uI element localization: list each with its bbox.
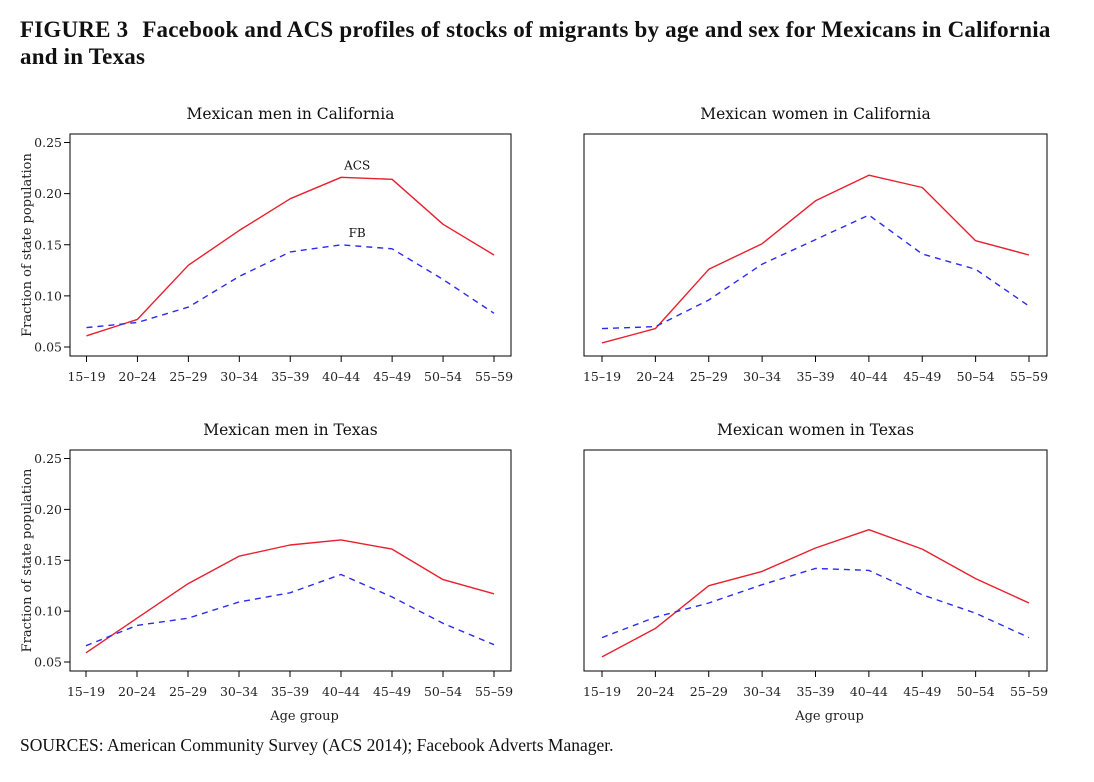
x-tick-label: 50–54: [424, 684, 462, 699]
x-tick-label: 55–59: [475, 369, 513, 384]
x-tick-label: 40–44: [850, 684, 888, 699]
series-line-fb: [601, 567, 1030, 639]
x-tick-label: 40–44: [322, 684, 360, 699]
x-tick-label: 25–29: [169, 369, 207, 384]
chart-panel-1: Mexican men in California 15–19 20–24 25–29…: [20, 105, 513, 384]
x-tick-label: 15–19: [67, 684, 105, 699]
x-tick-label: 25–29: [690, 684, 728, 699]
y-tick-label: 0.15: [34, 237, 62, 252]
x-tick-label: 50–54: [424, 369, 462, 384]
y-tick-label: 0.05: [34, 340, 62, 355]
x-tick-label: 20–24: [636, 684, 674, 699]
sources-note: SOURCES: American Community Survey (ACS …: [20, 735, 614, 755]
y-tick-label: 0.20: [34, 186, 62, 201]
x-tick-label: 55–59: [1010, 684, 1048, 699]
chart-panel-3: Mexican men in Texas 15–19 20–24 25–29 30–34…: [20, 421, 513, 724]
y-axis-label: Fraction of state population: [20, 152, 35, 336]
x-tick-label: 45–49: [903, 369, 941, 384]
x-tick-label: 30–34: [220, 684, 258, 699]
x-tick-label: 45–49: [373, 369, 411, 384]
series-line-fb: [601, 214, 1030, 330]
figure-title: FIGURE 3 Facebook and ACS profiles of sto…: [20, 16, 1094, 70]
y-tick-label: 0.15: [34, 553, 62, 568]
plot-frame: [69, 449, 512, 672]
chart-panel-4: Mexican women in Texas 15–19 20–24 25–29 30–…: [583, 421, 1048, 724]
x-tick-label: 35–39: [271, 369, 309, 384]
x-tick-label: 20–24: [118, 684, 156, 699]
x-tick-label: 15–19: [583, 369, 621, 384]
panel-title: Mexican men in Texas: [203, 421, 378, 439]
plot-frame: [583, 133, 1048, 357]
annotation-fb: FB: [349, 226, 366, 240]
x-tick-label: 20–24: [118, 369, 156, 384]
x-tick-label: 55–59: [1010, 369, 1048, 384]
series-line-fb: [85, 573, 495, 647]
x-tick-label: 30–34: [743, 684, 781, 699]
x-tick-label: 25–29: [690, 369, 728, 384]
y-tick-label: 0.25: [34, 135, 62, 150]
y-tick-label: 0.05: [34, 655, 62, 670]
series-line-acs: [601, 174, 1030, 344]
x-tick-label: 55–59: [475, 684, 513, 699]
x-tick-label: 35–39: [271, 684, 309, 699]
x-tick-label: 30–34: [743, 369, 781, 384]
x-tick-label: 45–49: [903, 684, 941, 699]
y-axis-label: Fraction of state population: [20, 468, 35, 652]
x-tick-label: 45–49: [373, 684, 411, 699]
series-line-fb: [86, 244, 495, 329]
y-tick-label: 0.10: [34, 288, 62, 303]
y-tick-label: 0.25: [34, 451, 62, 466]
x-tick-label: 20–24: [636, 369, 674, 384]
plot-frame: [583, 449, 1048, 672]
series-line-acs: [601, 529, 1030, 658]
x-tick-label: 50–54: [957, 684, 995, 699]
x-tick-label: 15–19: [583, 684, 621, 699]
panel-title: Mexican women in Texas: [717, 421, 914, 439]
x-tick-label: 15–19: [67, 369, 105, 384]
annotation-acs: ACS: [343, 158, 370, 172]
y-tick-label: 0.20: [34, 502, 62, 517]
x-tick-label: 35–39: [796, 369, 834, 384]
x-tick-label: 40–44: [322, 369, 360, 384]
x-tick-label: 40–44: [850, 369, 888, 384]
figure-number: FIGURE 3: [20, 17, 129, 42]
x-axis-label: Age group: [269, 709, 339, 724]
x-tick-label: 50–54: [957, 369, 995, 384]
panel-title: Mexican men in California: [187, 105, 395, 123]
x-tick-label: 35–39: [796, 684, 834, 699]
series-line-acs: [85, 539, 495, 654]
x-tick-label: 30–34: [220, 369, 258, 384]
x-axis-label: Age group: [794, 709, 864, 724]
panel-title: Mexican women in California: [700, 105, 931, 123]
figure-caption: Facebook and ACS profiles of stocks of m…: [20, 17, 1051, 69]
y-tick-label: 0.10: [34, 604, 62, 619]
x-tick-label: 25–29: [169, 684, 207, 699]
chart-panel-2: Mexican women in California 15–19 20–24 25–…: [583, 105, 1048, 384]
series-line-acs: [86, 176, 495, 337]
